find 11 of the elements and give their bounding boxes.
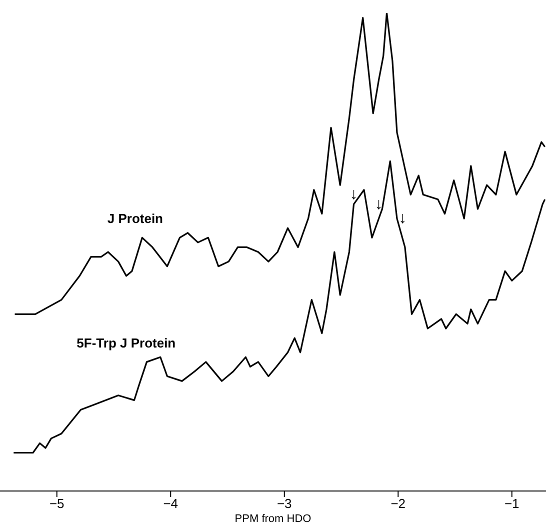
x-tick-label: −1 — [504, 496, 520, 512]
annotation: ↓ — [350, 186, 358, 204]
x-tick-label: −3 — [276, 496, 292, 512]
series-label: J Protein — [107, 211, 164, 226]
series-label: 5F-Trp J Protein — [76, 335, 176, 350]
x-tick-label: −5 — [49, 496, 64, 512]
x-axis-title: PPM from HDO — [234, 513, 312, 525]
x-tick-label: −2 — [390, 496, 406, 512]
annotation: ↓ — [398, 210, 407, 228]
x-tick-label: −4 — [163, 496, 178, 512]
annotation: ↓ — [374, 196, 383, 213]
